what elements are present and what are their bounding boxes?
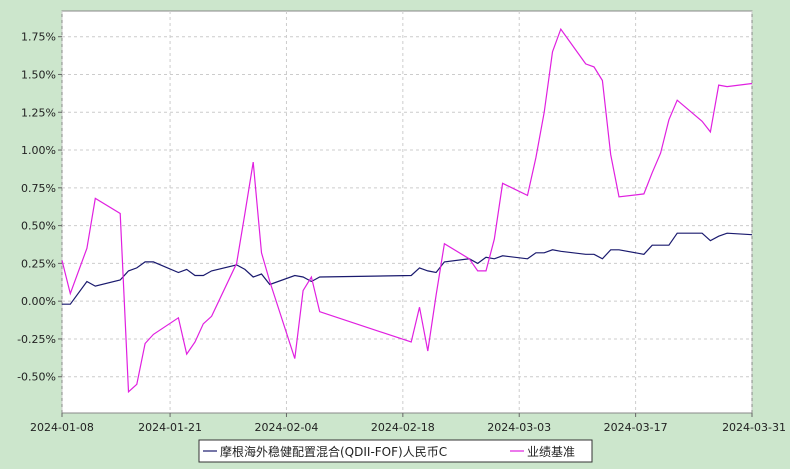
y-tick-label: 1.25% bbox=[21, 106, 56, 119]
y-tick-label: -0.50% bbox=[17, 371, 56, 384]
legend-label-series-0: 摩根海外稳健配置混合(QDII-FOF)人民币C bbox=[220, 444, 447, 459]
y-tick-label: 1.75% bbox=[21, 31, 56, 44]
y-tick-label: 0.25% bbox=[21, 257, 56, 270]
y-tick-label: 0.00% bbox=[21, 295, 56, 308]
y-tick-label: 0.50% bbox=[21, 220, 56, 233]
legend-label-series-1: 业绩基准 bbox=[527, 445, 575, 459]
x-axis-ticks: 2024-01-08 2024-01-21 2024-02-04 2024-02-18… bbox=[30, 413, 786, 434]
x-tick-label: 2024-03-03 bbox=[487, 421, 551, 434]
legend: 摩根海外稳健配置混合(QDII-FOF)人民币C 业绩基准 bbox=[198, 439, 593, 463]
x-tick-label: 2024-03-31 bbox=[722, 421, 786, 434]
x-tick-label: 2024-02-18 bbox=[371, 421, 435, 434]
x-tick-label: 2024-03-17 bbox=[604, 421, 668, 434]
series-line-0 bbox=[62, 232, 753, 305]
x-tick-label: 2024-02-04 bbox=[254, 421, 318, 434]
series-line-1 bbox=[61, 27, 753, 394]
plot-area bbox=[61, 10, 753, 414]
y-tick-label: 0.75% bbox=[21, 182, 56, 195]
legend-box bbox=[198, 439, 593, 463]
x-tick-label: 2024-01-21 bbox=[138, 421, 202, 434]
y-tick-label: -0.25% bbox=[17, 333, 56, 346]
grid-lines bbox=[61, 11, 753, 413]
series-lines bbox=[61, 27, 753, 394]
y-tick-label: 1.00% bbox=[21, 144, 56, 157]
y-tick-label: 1.50% bbox=[21, 68, 56, 81]
x-tick-label: 2024-01-08 bbox=[30, 421, 94, 434]
y-axis-ticks: 1.75% 1.50% 1.25% 1.00% 0.75% 0.50% 0.25% 0.00%… bbox=[17, 31, 62, 384]
